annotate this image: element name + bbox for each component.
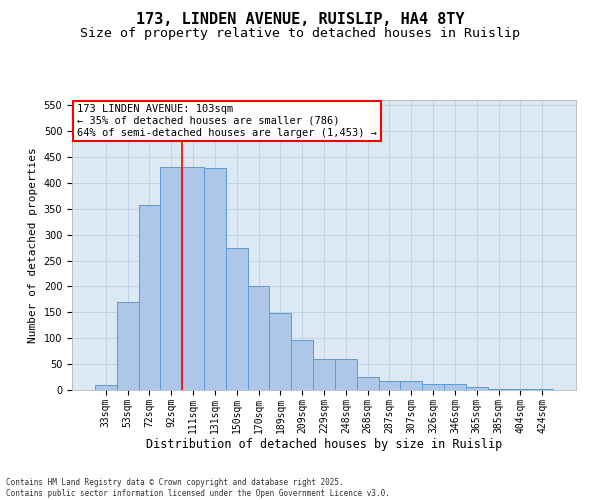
Bar bbox=[204, 168, 226, 390]
Text: 173, LINDEN AVENUE, RUISLIP, HA4 8TY: 173, LINDEN AVENUE, RUISLIP, HA4 8TY bbox=[136, 12, 464, 28]
Y-axis label: Number of detached properties: Number of detached properties bbox=[28, 147, 38, 343]
Bar bbox=[291, 340, 313, 390]
Bar bbox=[422, 384, 444, 390]
Bar bbox=[488, 389, 509, 390]
Bar bbox=[379, 381, 400, 390]
Bar bbox=[248, 286, 269, 390]
Bar bbox=[357, 377, 379, 390]
Text: Size of property relative to detached houses in Ruislip: Size of property relative to detached ho… bbox=[80, 28, 520, 40]
Bar bbox=[160, 168, 182, 390]
Bar bbox=[117, 302, 139, 390]
Bar bbox=[182, 168, 204, 390]
Bar bbox=[226, 248, 248, 390]
Bar bbox=[400, 381, 422, 390]
X-axis label: Distribution of detached houses by size in Ruislip: Distribution of detached houses by size … bbox=[146, 438, 502, 452]
Text: Contains HM Land Registry data © Crown copyright and database right 2025.
Contai: Contains HM Land Registry data © Crown c… bbox=[6, 478, 390, 498]
Bar bbox=[313, 359, 335, 390]
Bar bbox=[335, 359, 357, 390]
Bar bbox=[139, 205, 160, 390]
Text: 173 LINDEN AVENUE: 103sqm
← 35% of detached houses are smaller (786)
64% of semi: 173 LINDEN AVENUE: 103sqm ← 35% of detac… bbox=[77, 104, 377, 138]
Bar bbox=[444, 384, 466, 390]
Bar bbox=[269, 314, 291, 390]
Bar bbox=[466, 387, 488, 390]
Bar bbox=[95, 385, 117, 390]
Bar bbox=[531, 389, 553, 390]
